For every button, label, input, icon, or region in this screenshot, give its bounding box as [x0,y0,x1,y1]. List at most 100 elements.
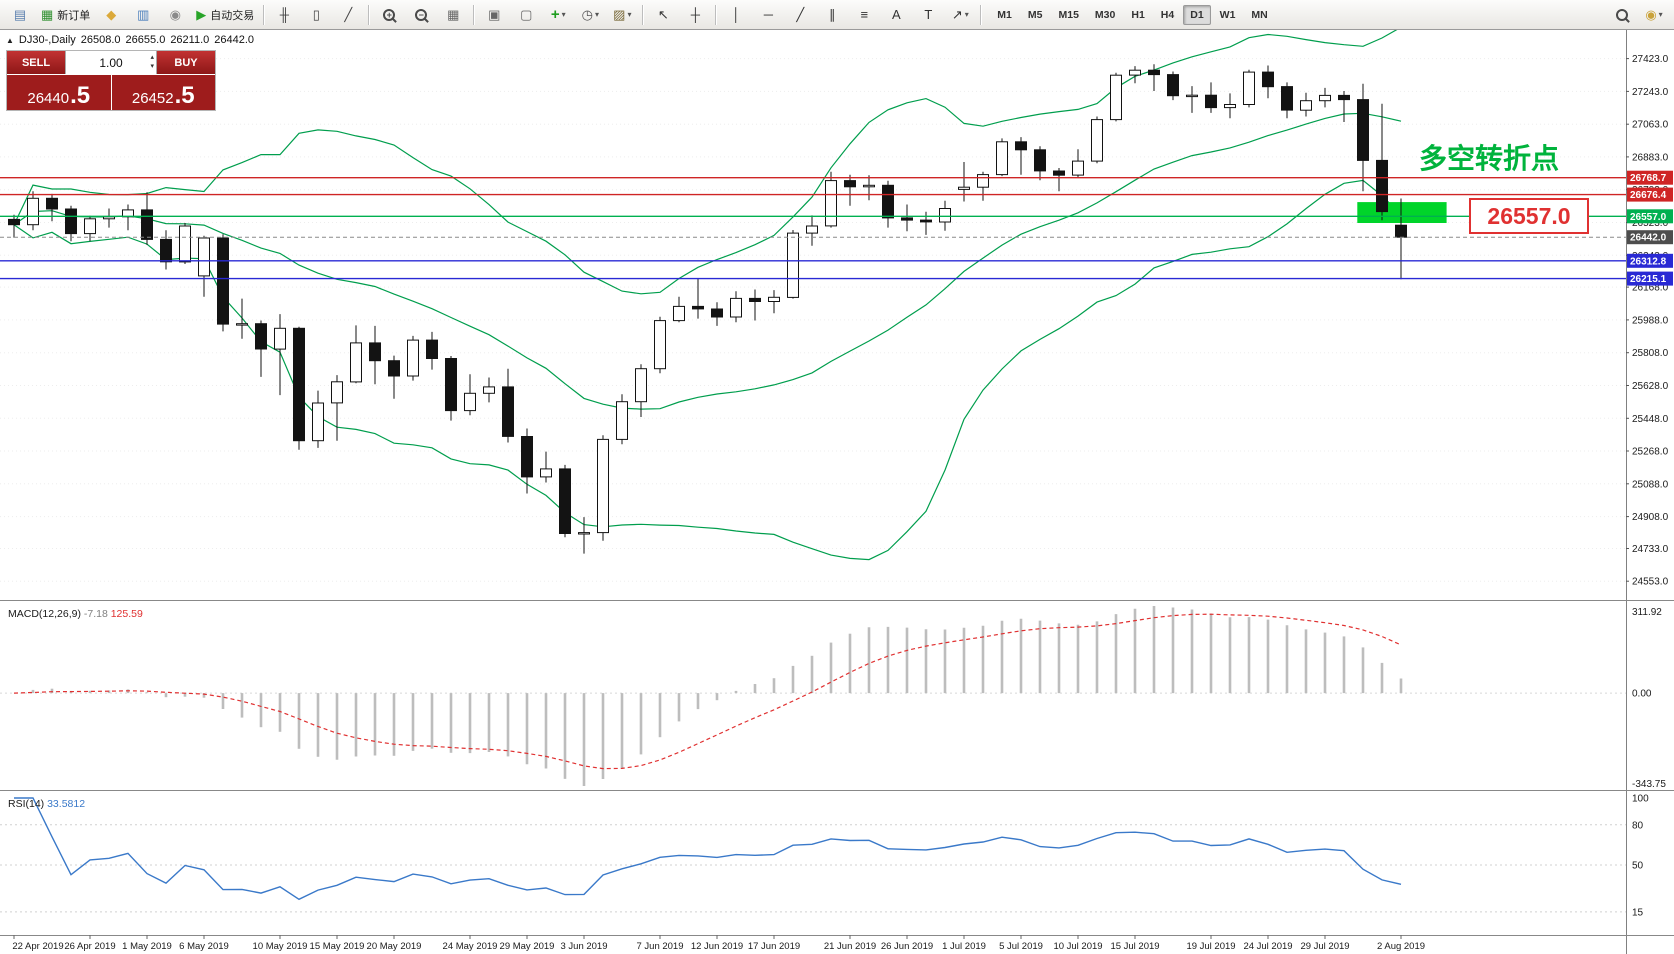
y-axis-label: 25988.0 [1632,315,1669,326]
text-button[interactable]: A [881,3,911,27]
channel-icon: ∥ [829,7,836,22]
timeframe-w1[interactable]: W1 [1219,8,1236,21]
timeframe-m5[interactable]: M5 [1027,8,1043,21]
fibonacci-button[interactable]: ≡ [849,3,879,27]
community-icon: ◉ [1645,7,1657,22]
timeframe-h1[interactable]: H1 [1131,8,1145,21]
cursor-button[interactable]: ↖ [648,3,678,27]
rsi-label: RSI(14) 33.5812 [8,798,85,810]
buy-button[interactable]: BUY [157,51,215,74]
spinner-up-icon[interactable]: ▴ [150,54,154,61]
volume-input[interactable]: 1.00 ▴ ▾ [65,51,157,74]
x-axis-label: 26 Jun 2019 [881,941,933,952]
x-axis-label: 12 Jun 2019 [691,941,743,952]
time-axis[interactable] [0,935,1674,954]
timeframe-m1[interactable]: M1 [997,8,1012,21]
toolbar-separator [980,4,982,25]
crosshair-button[interactable]: ┼ [680,3,710,27]
mql5-community-icon[interactable]: ◆ [96,3,126,27]
candles [8,64,1407,554]
x-axis-label: 21 Jun 2019 [824,941,876,952]
sell-price-base: 26440 [27,90,70,107]
y-axis-label: 25448.0 [1632,414,1669,425]
rsi-scale-label: 15 [1632,907,1644,918]
volume-spinner[interactable]: ▴ ▾ [150,53,154,71]
grid-button[interactable]: ▦ [438,3,468,27]
periods-button[interactable]: ◷ ▾ [575,3,605,27]
y-axis-label: 26883.0 [1632,152,1669,163]
arrow-tools-button[interactable]: ↗ ▾ [945,3,975,27]
tile-windows-button[interactable]: ▣ [479,3,509,27]
vertical-line-icon: │ [732,7,741,22]
toolbar-separator [368,4,370,25]
low-value: 26211.0 [170,34,210,46]
macd-scale-max: 311.92 [1632,607,1662,618]
new-order-button[interactable]: ▦ 新订单 [37,3,94,27]
label-button[interactable]: T [913,3,943,27]
metaquotes-icon[interactable]: ◉ [160,3,190,27]
metaquotes-icon: ◉ [169,7,181,22]
x-axis-label: 19 Jul 2019 [1186,941,1235,952]
grid-icon: ▦ [447,7,460,22]
x-axis-label: 5 Jul 2019 [999,941,1043,952]
auto-trading-icon: ▶ [196,7,207,22]
templates-button[interactable]: ▨ ▾ [607,3,637,27]
vertical-line-button[interactable]: │ [721,3,751,27]
chevron-down-icon[interactable]: ▾ [561,10,566,19]
chevron-down-icon[interactable]: ▾ [1658,10,1663,19]
text-icon: A [891,7,901,22]
high-value: 26655.0 [125,34,166,46]
x-axis-label: 15 Jul 2019 [1110,941,1159,952]
trendline-button[interactable]: ╱ [785,3,815,27]
indicators-button[interactable]: + ▾ [543,3,573,27]
bar-chart-type-button[interactable]: ╫ [269,3,299,27]
candlestick-chart-type-icon: ▯ [312,7,320,22]
fibonacci-icon: ≡ [860,7,869,22]
cascade-windows-icon: ▢ [520,7,533,22]
chevron-down-icon[interactable]: ▾ [627,10,632,19]
x-axis-label: 15 May 2019 [310,941,365,952]
highlight-box[interactable] [1357,202,1447,223]
sell-price-frac: .5 [70,81,91,109]
volume-value: 1.00 [99,55,123,70]
macd-scale-zero: 0.00 [1632,689,1652,700]
x-axis-label: 24 May 2019 [443,941,498,952]
macd-scale-min: -343.75 [1632,779,1666,790]
candlestick-chart-type-button[interactable]: ▯ [301,3,331,27]
channel-button[interactable]: ∥ [817,3,847,27]
line-chart-type-button[interactable]: ╱ [333,3,363,27]
search-button[interactable] [1607,3,1637,27]
horizontal-line-button[interactable]: ─ [753,3,783,27]
spinner-down-icon[interactable]: ▾ [150,63,154,70]
price-tag-label: 26676.4 [1630,190,1667,201]
chart-shortcut-icon[interactable]: ▤ [5,3,35,27]
charts-community-icon[interactable]: ▥ [128,3,158,27]
price-callout-box[interactable] [1469,198,1589,234]
zoom-in-button[interactable]: + [374,3,404,27]
symbol-period-label: DJ30-,Daily [18,34,76,46]
zoom-out-button[interactable]: − [406,3,436,27]
one-click-collapse-icon[interactable]: ▲ [6,36,14,45]
x-axis-label: 3 Jun 2019 [560,941,607,952]
timeframe-toolbar: M1 M5 M15 M30 H1 H4 D1 W1 MN [989,4,1275,25]
cascade-windows-button[interactable]: ▢ [511,3,541,27]
sell-button[interactable]: SELL [7,51,65,74]
buy-price[interactable]: 26452.5 [110,75,215,110]
timeframe-h4[interactable]: H4 [1160,8,1175,21]
chevron-down-icon[interactable]: ▾ [964,10,969,19]
chevron-down-icon[interactable]: ▾ [594,10,599,19]
auto-trading-button[interactable]: ▶ 自动交易 [192,3,258,27]
timeframe-mn[interactable]: MN [1251,8,1268,21]
close-value: 26442.0 [214,34,255,46]
price-axis[interactable] [1626,30,1674,954]
sell-price[interactable]: 26440.5 [7,75,111,110]
x-axis-label: 26 Apr 2019 [64,941,115,952]
timeframe-d1[interactable]: D1 [1183,4,1211,25]
timeframe-m15[interactable]: M15 [1058,8,1079,21]
line-chart-type-icon: ╱ [344,7,353,22]
timeframe-m30[interactable]: M30 [1094,8,1116,21]
community-button[interactable]: ◉ ▾ [1639,3,1669,27]
y-axis-label: 27423.0 [1632,54,1669,65]
